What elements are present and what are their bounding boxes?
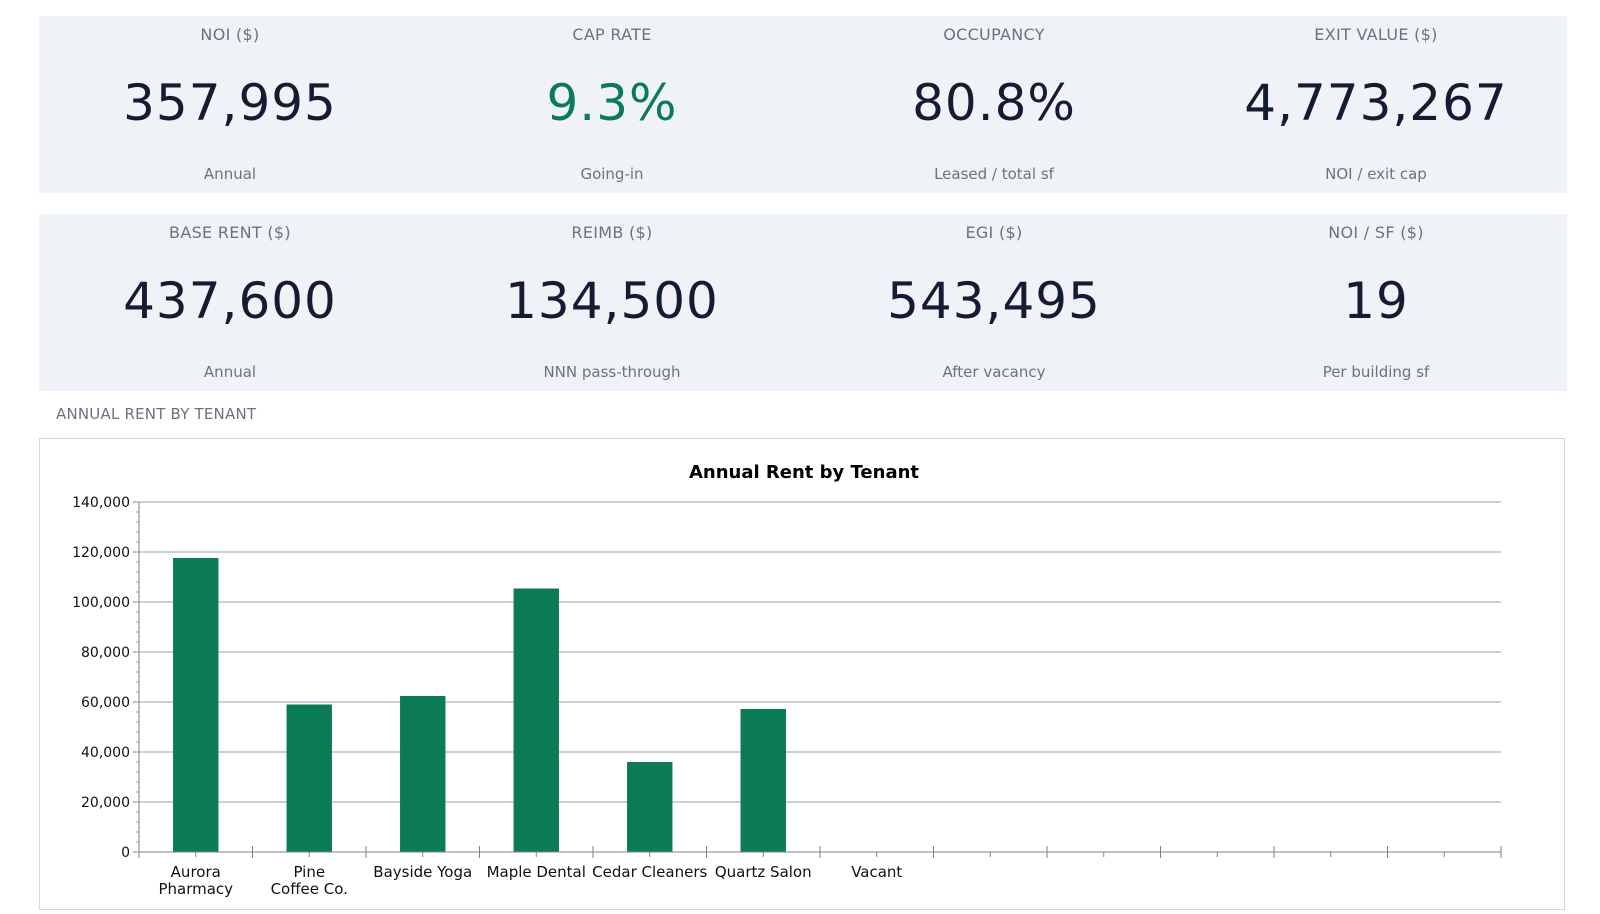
kpi-label: EXIT VALUE ($) <box>1314 25 1438 44</box>
kpi-subtext: Per building sf <box>1322 363 1430 381</box>
kpi-value: 19 <box>1343 272 1409 330</box>
x-tick-label: Maple Dental <box>487 863 586 881</box>
kpi-label: BASE RENT ($) <box>169 223 291 242</box>
kpi-exit-value: EXIT VALUE ($) 4,773,267 NOI / exit cap <box>1185 16 1567 193</box>
kpi-label: OCCUPANCY <box>943 25 1045 44</box>
x-tick-label: Pine Coffee Co. <box>271 863 348 898</box>
bar <box>286 704 332 852</box>
kpi-label: NOI / SF ($) <box>1328 223 1424 242</box>
kpi-egi: EGI ($) 543,495 After vacancy <box>803 214 1185 391</box>
kpi-value: 9.3% <box>546 74 678 132</box>
kpi-noi: NOI ($) 357,995 Annual <box>39 16 421 193</box>
kpi-noi-per-sf: NOI / SF ($) 19 Per building sf <box>1185 214 1567 391</box>
kpi-subtext: After vacancy <box>942 363 1046 381</box>
x-tick-label: Bayside Yoga <box>373 863 472 881</box>
y-tick-label: 0 <box>121 845 130 861</box>
chart-panel: Annual Rent by Tenant 0 20,000 40,000 60,00… <box>39 438 1565 910</box>
x-tick-label: Vacant <box>851 863 902 881</box>
kpi-label: CAP RATE <box>572 25 652 44</box>
kpi-value: 4,773,267 <box>1244 74 1508 132</box>
bar <box>173 558 219 852</box>
y-tick-label: 60,000 <box>81 695 130 711</box>
chart-title: Annual Rent by Tenant <box>689 462 919 483</box>
kpi-value: 357,995 <box>123 74 337 132</box>
y-tick-label: 120,000 <box>72 545 130 561</box>
kpi-subtext: NOI / exit cap <box>1325 165 1427 183</box>
y-tick-label: 40,000 <box>81 745 130 761</box>
bar <box>740 709 786 852</box>
kpi-base-rent: BASE RENT ($) 437,600 Annual <box>39 214 421 391</box>
kpi-subtext: Annual <box>203 165 257 183</box>
y-tick-label: 20,000 <box>81 795 130 811</box>
kpi-subtext: Going-in <box>580 165 644 183</box>
kpi-value: 543,495 <box>887 272 1101 330</box>
kpi-value: 437,600 <box>123 272 337 330</box>
y-tick-label: 80,000 <box>81 645 130 661</box>
y-tick-label: 140,000 <box>72 495 130 511</box>
x-tick-label: Cedar Cleaners <box>592 863 707 881</box>
kpi-subtext: Leased / total sf <box>934 165 1054 183</box>
kpi-row-primary: NOI ($) 357,995 Annual CAP RATE 9.3% Goi… <box>39 16 1567 193</box>
kpi-label: REIMB ($) <box>571 223 653 242</box>
x-tick-label: Aurora Pharmacy <box>158 863 233 898</box>
bar <box>513 588 559 852</box>
kpi-cap-rate: CAP RATE 9.3% Going-in <box>421 16 803 193</box>
rent-by-tenant-chart: Annual Rent by Tenant 0 20,000 40,000 60,00… <box>72 462 1502 898</box>
y-tick-label: 100,000 <box>72 595 130 611</box>
kpi-value: 80.8% <box>912 74 1076 132</box>
kpi-occupancy: OCCUPANCY 80.8% Leased / total sf <box>803 16 1185 193</box>
bar <box>627 762 673 852</box>
kpi-subtext: Annual <box>203 363 257 381</box>
kpi-value: 134,500 <box>505 272 719 330</box>
kpi-label: EGI ($) <box>965 223 1023 242</box>
section-title: ANNUAL RENT BY TENANT <box>56 405 257 423</box>
kpi-label: NOI ($) <box>200 25 260 44</box>
x-tick-label: Quartz Salon <box>715 863 812 881</box>
bar <box>400 696 446 852</box>
kpi-reimbursements: REIMB ($) 134,500 NNN pass-through <box>421 214 803 391</box>
kpi-row-secondary: BASE RENT ($) 437,600 Annual REIMB ($) 1… <box>39 214 1567 391</box>
kpi-subtext: NNN pass-through <box>543 363 681 381</box>
